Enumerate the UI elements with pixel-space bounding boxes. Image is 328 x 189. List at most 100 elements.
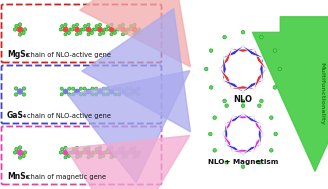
Circle shape — [129, 93, 132, 96]
Circle shape — [209, 132, 212, 136]
Circle shape — [121, 33, 125, 36]
Circle shape — [273, 86, 277, 89]
Circle shape — [102, 87, 105, 90]
Circle shape — [120, 150, 126, 155]
Polygon shape — [221, 132, 234, 153]
Circle shape — [18, 146, 22, 149]
Polygon shape — [219, 67, 233, 91]
Circle shape — [68, 87, 71, 90]
Circle shape — [241, 99, 245, 103]
Circle shape — [98, 33, 102, 36]
Circle shape — [94, 93, 98, 96]
Circle shape — [71, 28, 74, 31]
Polygon shape — [223, 55, 226, 83]
Circle shape — [18, 23, 22, 26]
Circle shape — [117, 87, 121, 90]
Circle shape — [82, 28, 85, 31]
Circle shape — [22, 31, 25, 35]
Circle shape — [270, 116, 273, 119]
Polygon shape — [254, 47, 267, 71]
Circle shape — [117, 93, 121, 96]
Circle shape — [125, 154, 128, 157]
Circle shape — [23, 151, 27, 154]
Circle shape — [133, 146, 136, 149]
Circle shape — [133, 33, 136, 36]
Circle shape — [60, 93, 63, 96]
Text: Multifunctionality: Multifunctionality — [319, 63, 324, 125]
Circle shape — [132, 150, 137, 155]
Circle shape — [64, 33, 67, 36]
Circle shape — [79, 31, 82, 35]
Circle shape — [129, 87, 132, 90]
Circle shape — [115, 28, 118, 31]
Circle shape — [137, 93, 140, 96]
Circle shape — [63, 89, 68, 94]
Circle shape — [138, 151, 141, 154]
Circle shape — [91, 87, 94, 90]
Circle shape — [128, 151, 131, 154]
Circle shape — [114, 87, 117, 90]
Circle shape — [209, 49, 213, 52]
Circle shape — [87, 156, 90, 159]
Circle shape — [102, 154, 105, 157]
Circle shape — [17, 150, 23, 155]
Circle shape — [13, 28, 17, 31]
Circle shape — [110, 33, 113, 36]
Circle shape — [94, 87, 98, 90]
Circle shape — [79, 93, 82, 96]
Polygon shape — [221, 115, 234, 136]
Circle shape — [225, 104, 228, 108]
Text: NLO+ Magnetism: NLO+ Magnetism — [208, 159, 278, 165]
Circle shape — [133, 23, 136, 26]
Circle shape — [75, 23, 79, 26]
Text: GaS₄: GaS₄ — [7, 111, 27, 120]
Circle shape — [15, 147, 18, 151]
Circle shape — [241, 30, 245, 34]
Circle shape — [79, 87, 82, 90]
Circle shape — [60, 25, 64, 28]
Circle shape — [72, 93, 75, 96]
Polygon shape — [221, 79, 245, 93]
Circle shape — [110, 146, 113, 149]
Circle shape — [120, 27, 126, 32]
Circle shape — [18, 156, 22, 159]
Polygon shape — [219, 47, 233, 71]
Circle shape — [270, 149, 273, 152]
Circle shape — [60, 147, 64, 151]
Circle shape — [87, 146, 90, 149]
Circle shape — [75, 33, 79, 36]
Circle shape — [115, 151, 118, 154]
Text: MgS₆: MgS₆ — [7, 50, 29, 59]
Circle shape — [259, 35, 263, 39]
Circle shape — [60, 87, 63, 90]
Circle shape — [118, 147, 121, 151]
Circle shape — [74, 89, 79, 94]
Circle shape — [71, 151, 74, 154]
Circle shape — [106, 93, 109, 96]
Circle shape — [116, 28, 120, 31]
Circle shape — [86, 89, 91, 94]
Circle shape — [75, 156, 79, 159]
Circle shape — [110, 23, 113, 26]
Circle shape — [59, 151, 62, 154]
Circle shape — [97, 89, 102, 94]
Circle shape — [93, 151, 97, 154]
Circle shape — [91, 93, 94, 96]
Circle shape — [95, 147, 98, 151]
Circle shape — [90, 31, 93, 35]
Circle shape — [79, 154, 82, 157]
Circle shape — [18, 33, 22, 36]
Circle shape — [102, 93, 105, 96]
Circle shape — [121, 156, 125, 159]
Circle shape — [86, 27, 91, 32]
Circle shape — [82, 151, 85, 154]
Text: chain of magnetic gene: chain of magnetic gene — [27, 174, 106, 180]
Circle shape — [105, 28, 108, 31]
Circle shape — [114, 93, 117, 96]
Circle shape — [105, 151, 108, 154]
Polygon shape — [231, 149, 255, 152]
Circle shape — [23, 28, 27, 31]
Circle shape — [83, 87, 86, 90]
Circle shape — [121, 23, 125, 26]
Circle shape — [68, 93, 71, 96]
